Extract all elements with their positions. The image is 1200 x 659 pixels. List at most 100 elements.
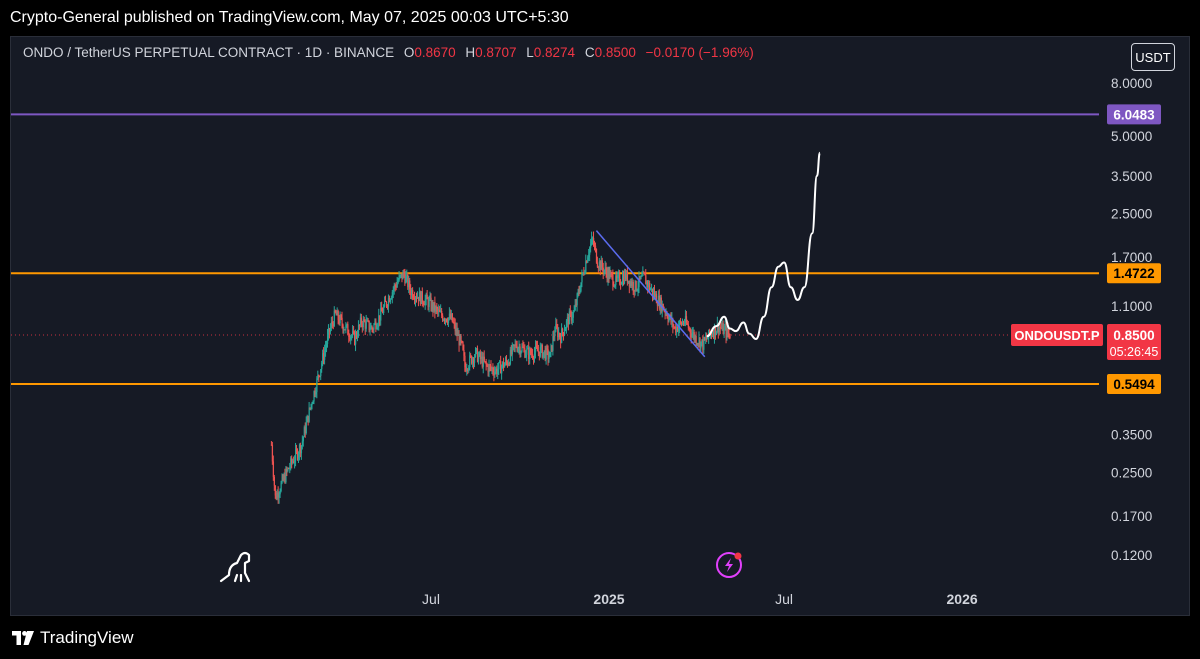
candle-body [653,291,656,298]
candle-body [308,407,310,422]
candle-body [500,361,502,374]
candle-body [356,333,358,337]
candle-body [539,346,542,357]
candle-body [312,401,314,404]
candle-body [541,344,543,358]
candle-body [401,273,403,280]
candle-body [565,320,568,329]
currency-button[interactable]: USDT [1131,43,1175,71]
candle-body [321,363,323,370]
candle-body [467,369,469,371]
candle-body [700,341,702,349]
candle-body [554,331,556,337]
candle-body [341,317,343,325]
candle-body [283,474,285,481]
y-tick-label: 0.1700 [1111,509,1152,524]
candle-body [615,275,617,285]
price-badge [1107,323,1161,360]
candle-body [354,331,356,345]
candle-body [355,333,357,345]
candle-body [525,354,527,358]
candle-body [656,303,659,306]
tradingview-logo[interactable]: TradingView [12,628,134,648]
candle-body [340,315,342,318]
candle-body [657,295,660,306]
candle-body [520,351,522,355]
candle-body [634,280,636,292]
candle-body [493,372,495,376]
candle-body [542,352,544,358]
chart-panel[interactable]: 6.0483 1.4722 0.5494 ONDOUSDT.P 0.8500 05:26:… [10,36,1190,616]
candle-body [404,274,406,284]
candle-body [414,298,416,301]
candle-body [501,366,503,374]
candle-body [366,320,368,322]
candle-body [582,272,584,274]
x-tick-label: 2025 [593,591,624,607]
candle-body [543,350,545,353]
candle-body [547,349,549,359]
candle-body [357,324,360,337]
candle-body [718,327,720,333]
candle-body [676,326,678,333]
candle-body [544,350,546,360]
candle-body [612,274,614,286]
candle-body [535,345,538,348]
candle-body [298,445,301,454]
candle-body [328,328,331,332]
price-chart[interactable]: 6.0483 1.4722 0.5494 ONDOUSDT.P 0.8500 05:26:… [11,37,1190,616]
dino-icon [219,551,251,583]
candle-body [439,310,441,312]
y-tick-label: 3.5000 [1111,169,1152,184]
candle-body [365,321,367,329]
candle-body [419,291,422,304]
candle-body [452,321,454,323]
projection-line [706,151,821,341]
candle-body [327,328,330,336]
candle-body [368,320,370,331]
candle-body [549,352,551,358]
candle-body [455,328,457,332]
candle-body [631,281,633,287]
candle-body [420,291,423,304]
symbol-badge-label: ONDOUSDT.P [1014,328,1100,343]
candle-body [638,276,640,287]
candle-body [330,322,333,328]
candle-body [564,328,567,332]
candle-body [484,361,486,363]
candle-body [481,356,483,367]
candle-body [646,281,648,285]
candle-body [466,369,468,372]
candle-body [694,335,696,340]
candle-body [697,343,699,345]
candle-body [325,347,327,351]
candle-body [476,348,479,362]
candle-body [399,275,401,277]
candle-body [376,327,378,330]
candle-body [712,334,715,338]
candle-body [533,357,535,359]
candle-body [291,458,293,463]
candle-body [470,355,472,357]
candle-body [502,361,504,367]
low-value: 0.8274 [533,45,576,60]
x-tick-label: Jul [775,591,793,607]
candle-body [703,337,705,350]
candle-body [531,353,533,355]
candle-body [720,327,722,329]
candle-body [610,272,612,274]
candle-body [311,403,313,405]
candle-body [342,324,344,331]
candle-body [483,356,485,362]
candle-body [508,363,511,365]
open-value: 0.8670 [414,45,456,60]
level-badge [1107,374,1161,395]
candle-body [271,444,274,462]
candle-body [691,333,693,337]
candle-body [410,289,412,296]
candle-body [503,361,505,368]
candle-body [580,282,582,292]
candle-body [692,332,694,334]
candle-body [555,324,557,332]
candle-body [645,275,647,285]
